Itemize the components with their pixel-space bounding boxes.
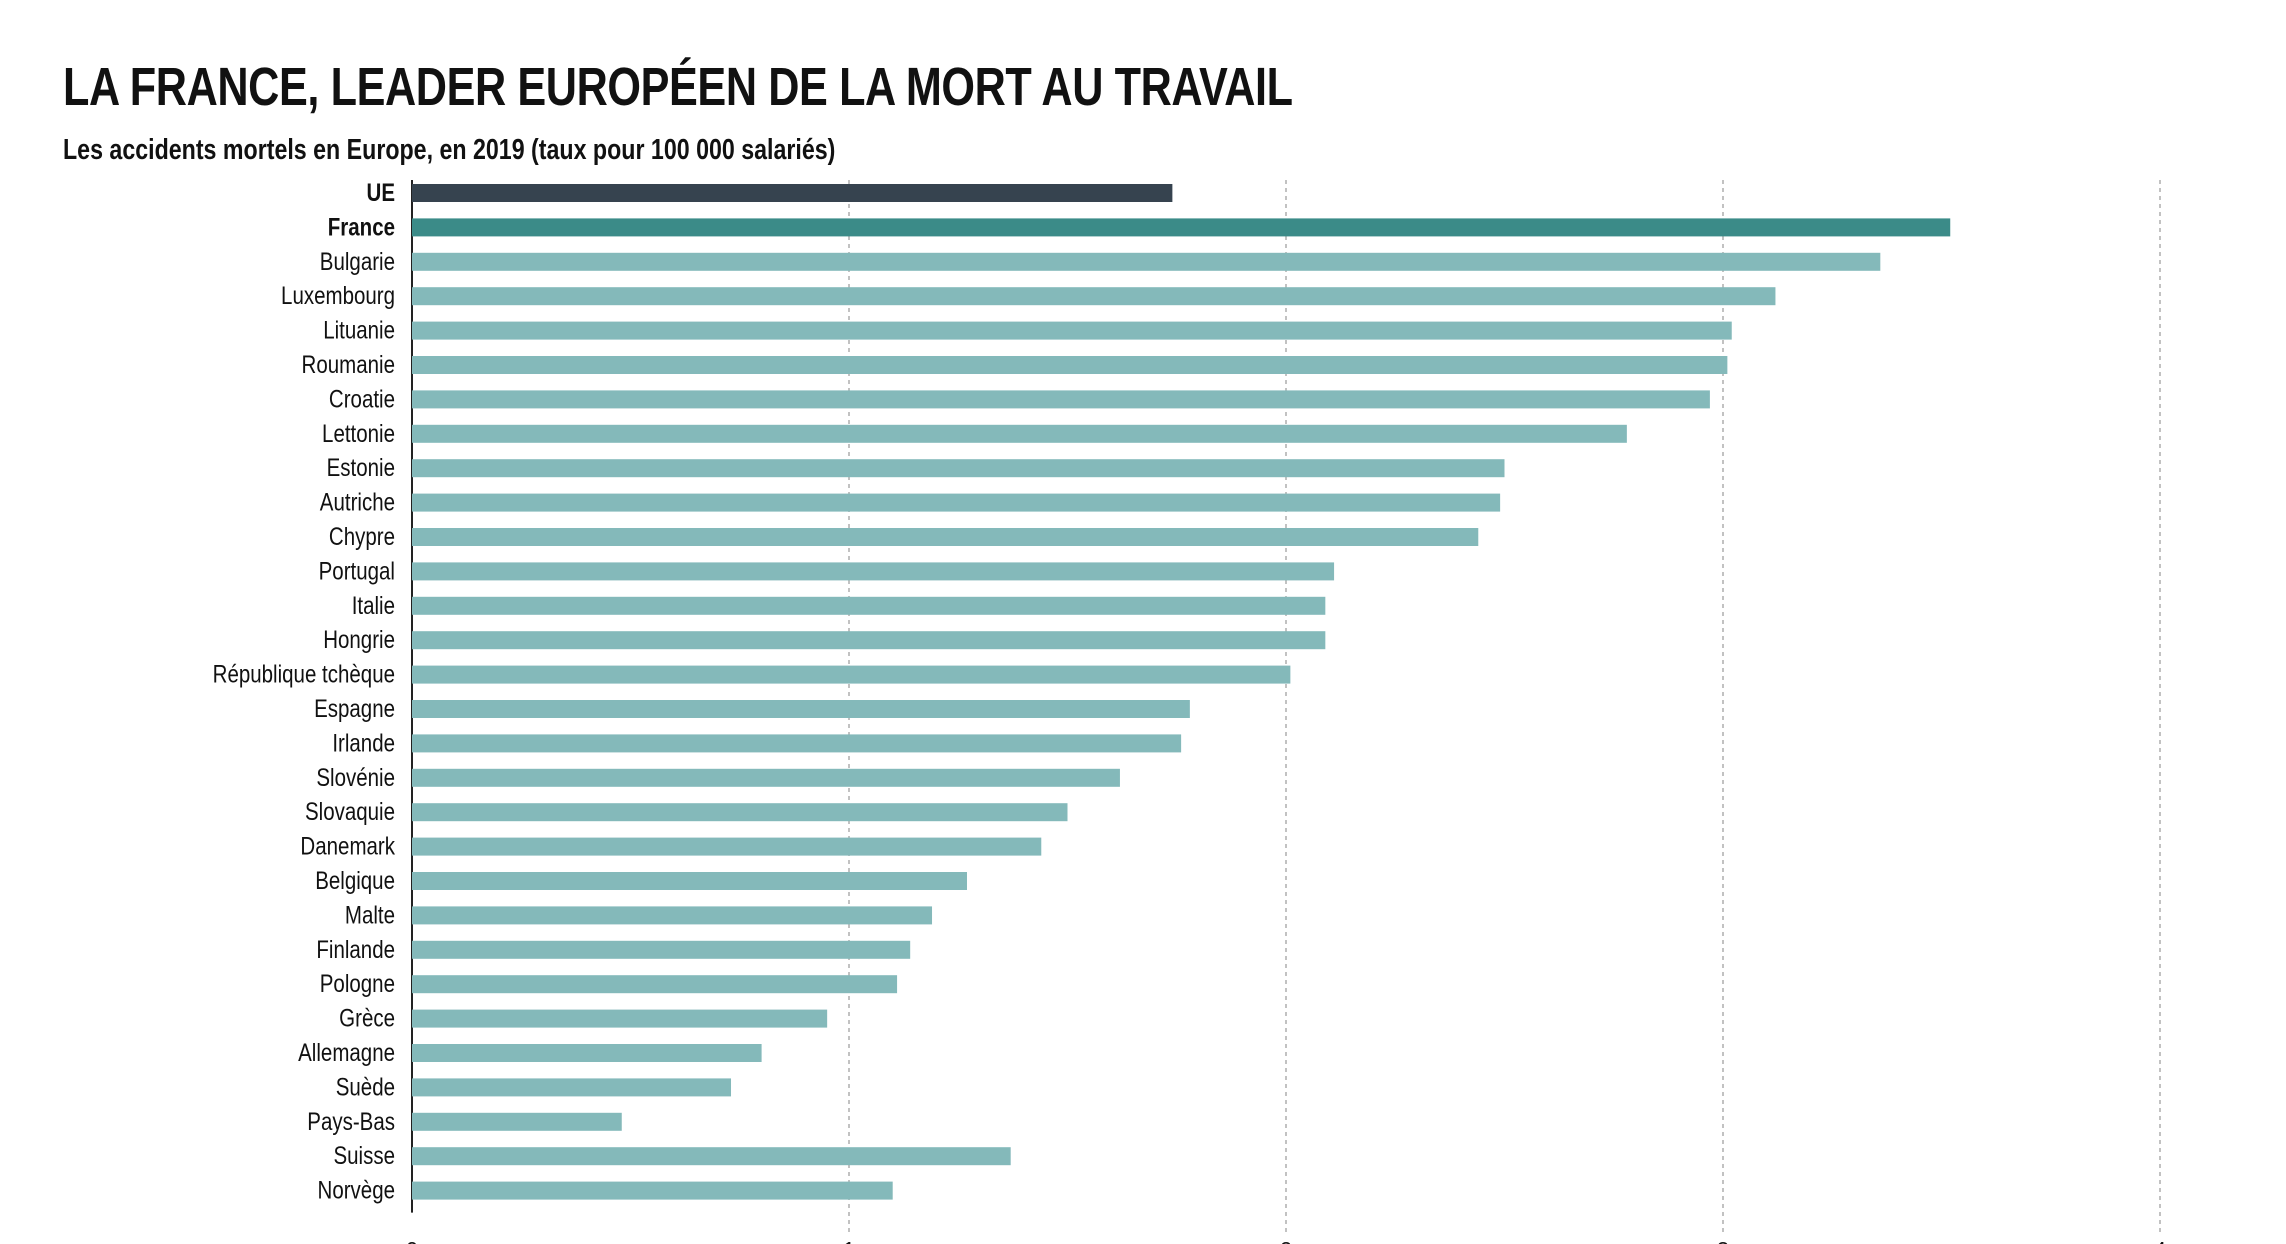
bar-ue: [412, 184, 1173, 202]
bar-pologne: [412, 975, 898, 994]
category-label: Slovaquie: [305, 797, 395, 825]
bar-estonie: [412, 459, 1505, 478]
bar-norv-ge: [412, 1181, 893, 1200]
bar-su-de: [412, 1078, 732, 1097]
category-label: Italie: [352, 591, 395, 619]
x-tick-label: 1: [843, 1238, 855, 1244]
category-label: Lituanie: [323, 316, 395, 344]
category-label: Hongrie: [323, 625, 395, 653]
category-label: Malte: [345, 900, 395, 928]
category-label: Pologne: [320, 969, 395, 997]
category-label: Danemark: [300, 832, 395, 860]
category-label: Grèce: [339, 1004, 395, 1032]
x-tick-label: 4: [2154, 1238, 2166, 1244]
bar-autriche: [412, 493, 1501, 512]
chart-title: LA FRANCE, LEADER EUROPÉEN DE LA MORT AU…: [63, 57, 1293, 117]
bar-gr-ce: [412, 1009, 828, 1028]
category-label: France: [328, 212, 395, 240]
category-label: Croatie: [329, 384, 395, 412]
chart-subtitle: Les accidents mortels en Europe, en 2019…: [63, 134, 836, 166]
bar-pays-bas: [412, 1112, 622, 1131]
bar-hongrie: [412, 631, 1326, 650]
bar-lettonie: [412, 424, 1627, 443]
bar-italie: [412, 596, 1326, 615]
bar-malte: [412, 906, 933, 925]
bar-slovaquie: [412, 803, 1068, 822]
category-label: Estonie: [327, 453, 395, 481]
category-label: Norvège: [318, 1176, 395, 1204]
bar-lituanie: [412, 321, 1732, 340]
category-label: Chypre: [329, 522, 395, 550]
category-label: Lettonie: [322, 419, 395, 447]
bar-r-publique-tch-que: [412, 665, 1291, 684]
bar-portugal: [412, 562, 1335, 581]
category-label: Slovénie: [316, 763, 395, 791]
x-tick-label: 2: [1280, 1238, 1292, 1244]
bar-suisse: [412, 1147, 1011, 1166]
bar-slov-nie: [412, 768, 1120, 787]
bar-allemagne: [412, 1044, 762, 1062]
x-tick-label: 3: [1717, 1238, 1729, 1244]
category-label: Suède: [336, 1072, 395, 1100]
category-label: UE: [367, 178, 395, 206]
x-tick-label: 0: [406, 1238, 418, 1244]
category-label: Irlande: [332, 728, 395, 756]
bar-finlande: [412, 940, 911, 959]
category-label: Luxembourg: [281, 281, 395, 309]
category-label: Espagne: [314, 694, 395, 722]
bar-bulgarie: [412, 252, 1881, 271]
category-label: Belgique: [315, 866, 395, 894]
bar-chypre: [412, 528, 1479, 546]
category-label: Portugal: [319, 556, 395, 584]
bar-espagne: [412, 700, 1190, 718]
bar-roumanie: [412, 356, 1728, 374]
bar-luxembourg: [412, 287, 1776, 306]
bar-croatie: [412, 390, 1710, 409]
category-label: Allemagne: [298, 1038, 395, 1066]
category-label: Bulgarie: [320, 247, 395, 275]
category-label: Pays-Bas: [307, 1107, 395, 1135]
category-label: Roumanie: [302, 350, 395, 378]
category-label: Finlande: [316, 935, 395, 963]
category-label: Autriche: [320, 488, 395, 516]
category-label: République tchèque: [213, 660, 395, 688]
bar-irlande: [412, 734, 1182, 753]
bar-danemark: [412, 837, 1042, 856]
bar-france: [412, 218, 1951, 237]
category-label: Suisse: [333, 1141, 395, 1169]
bar-belgique: [412, 872, 967, 890]
